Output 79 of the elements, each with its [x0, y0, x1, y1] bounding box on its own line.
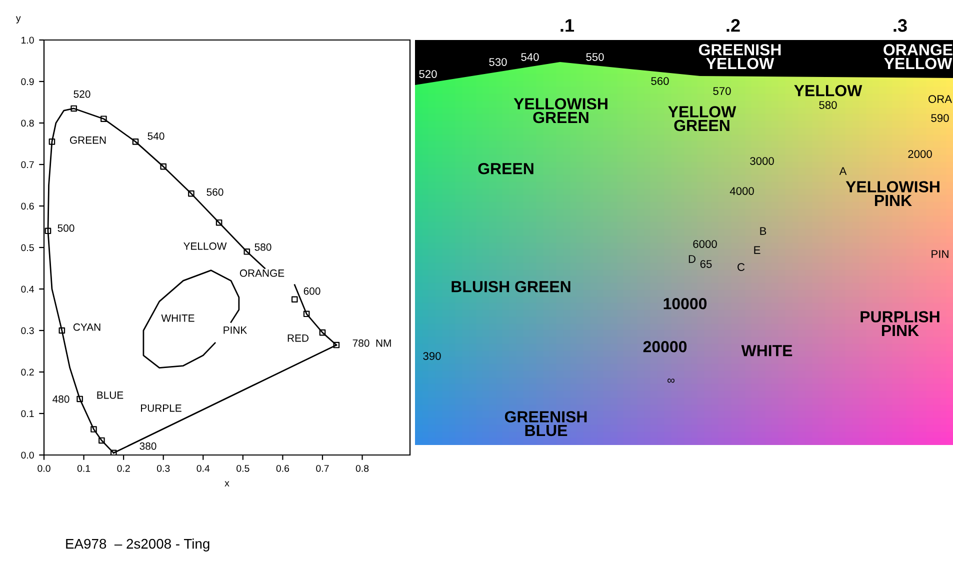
text: BLUISH GREEN [452, 280, 570, 292]
text: .1 [560, 19, 574, 32]
y-tick-label: 0.8 [21, 120, 34, 127]
annotation: RED [288, 334, 308, 342]
text: .2 [726, 19, 740, 32]
text: 10000 [664, 298, 707, 310]
x-tick-label: 0.7 [316, 464, 329, 472]
y-tick-label: 1.0 [22, 36, 34, 44]
annotation: 480 [52, 395, 70, 403]
text: 580 [819, 101, 837, 109]
y-tick-label: 0.2 [21, 368, 34, 376]
text: 3000 [750, 157, 774, 165]
annotation: PINK [224, 326, 248, 334]
text: YELLOWISH GREEN [514, 98, 608, 124]
y-tick-label: 0.7 [21, 161, 34, 168]
text: 590 [931, 114, 949, 122]
text: 20000 [643, 340, 687, 352]
text: YELLOWISH PINK [846, 181, 940, 206]
text: PIN [932, 250, 948, 258]
annotation: 540 [148, 132, 164, 140]
annotation: ORANGE [240, 269, 284, 277]
text: GREENISH YELLOW [698, 44, 781, 70]
text: C [738, 263, 745, 271]
x-tick-label: 0.0 [38, 464, 50, 472]
annotation: PURPLE [141, 404, 182, 412]
y-tick-label: 0.1 [21, 410, 34, 418]
annotation: BLUE [97, 392, 124, 399]
text: PURPLISH PINK [860, 311, 940, 336]
annotation: GREEN [70, 136, 106, 144]
x-tick-label: 0.4 [196, 464, 210, 472]
text: EA978 – 2s2008 - Ting [66, 538, 210, 552]
annotation: CYAN [73, 323, 100, 331]
text: 530 [489, 58, 507, 66]
x-axis-title: x [224, 481, 230, 486]
annotation: 780 NM [352, 339, 391, 347]
annotation: YELLOW [184, 242, 227, 250]
text: ∞ [668, 378, 674, 383]
y-tick-label: 0.0 [21, 452, 34, 459]
annotation: 600 [304, 287, 320, 295]
text: B [760, 227, 766, 235]
y-tick-label: 0.6 [21, 202, 34, 210]
annotation: 560 [206, 188, 224, 196]
annotation: 380 [140, 442, 156, 450]
y-tick-label: 0.4 [21, 286, 34, 293]
annotation: 520 [74, 90, 90, 98]
text: 2000 [908, 150, 932, 158]
text: ORANGE YELLOW [884, 44, 952, 70]
y-tick-label: 0.3 [21, 327, 34, 334]
text: YELLOW [794, 84, 862, 96]
annotation: 500 [58, 224, 74, 232]
text: 540 [521, 53, 539, 61]
text: 4000 [730, 187, 754, 195]
annotation: WHITE [161, 314, 194, 322]
y-axis-title: y [16, 16, 21, 24]
x-tick-label: 0.2 [117, 464, 130, 472]
text: WHITE [741, 345, 792, 356]
text: ORA [928, 95, 952, 103]
y-tick-label: 0.5 [21, 244, 34, 252]
text: E [754, 246, 760, 254]
annotation: 580 [254, 243, 272, 251]
x-tick-label: 0.1 [77, 464, 90, 472]
x-tick-label: 0.6 [276, 464, 290, 472]
x-tick-label: 0.5 [236, 464, 250, 472]
text: 570 [713, 87, 731, 95]
y-tick-label: 0.9 [21, 78, 34, 86]
text: 520 [419, 70, 437, 78]
text: D [688, 255, 696, 263]
text: 550 [586, 53, 604, 61]
x-tick-label: 0.3 [156, 464, 170, 472]
text: YELLOW GREEN [668, 106, 736, 132]
text: 560 [651, 77, 669, 85]
text: GREEN [478, 162, 534, 174]
text: A [839, 167, 847, 175]
text: .3 [894, 19, 907, 32]
x-tick-label: 0.8 [356, 464, 369, 472]
text: 65 [700, 260, 712, 268]
text: 390 [423, 352, 441, 360]
text: 6000 [693, 240, 717, 248]
text: GREENISH BLUE [504, 411, 587, 436]
